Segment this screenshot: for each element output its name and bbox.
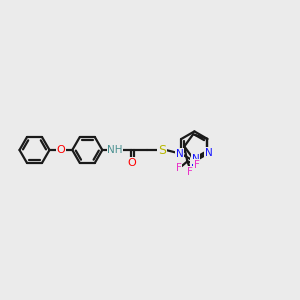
Text: F: F [194, 160, 200, 170]
Text: O: O [127, 158, 136, 168]
Text: S: S [158, 143, 166, 157]
Text: N: N [192, 154, 200, 164]
Text: N: N [176, 149, 184, 159]
Text: F: F [188, 167, 193, 177]
Text: F: F [176, 163, 182, 173]
Text: O: O [56, 145, 65, 155]
Text: NH: NH [107, 145, 123, 155]
Text: N: N [190, 158, 198, 168]
Text: N: N [205, 148, 213, 158]
